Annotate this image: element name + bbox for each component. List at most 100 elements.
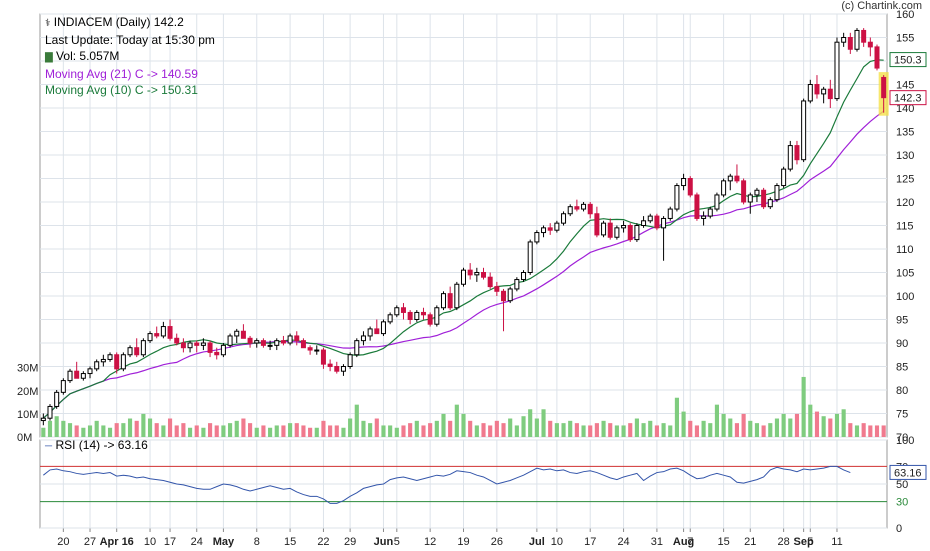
candle-body [681, 178, 687, 187]
date-tick-label: 24 [617, 536, 629, 548]
price-tick-label: 155 [896, 33, 914, 45]
candle-body [694, 194, 700, 219]
candle-body [787, 145, 793, 170]
candle-body [67, 370, 73, 382]
ma10-legend: Moving Avg (10) C -> 150.31 [45, 83, 198, 97]
date-tick-label: Aug [673, 536, 694, 548]
price-tick-label: 100 [896, 291, 914, 303]
volume-bar [248, 423, 253, 437]
date-tick-label: 19 [457, 536, 469, 548]
candle-body [794, 145, 800, 161]
candle-body [547, 227, 553, 231]
candle-body [54, 391, 60, 407]
volume-bar [868, 425, 873, 437]
candle-body [300, 340, 306, 349]
volume-bar [761, 425, 766, 437]
volume-bar [381, 425, 386, 437]
candle-body [420, 311, 426, 316]
volume-bar [361, 420, 366, 437]
price-tick-label: 75 [896, 409, 908, 421]
volume-bar [501, 423, 506, 437]
rsi-value-tag: 63.16 [889, 464, 927, 480]
volume-bar [588, 425, 593, 437]
volume-bar [541, 409, 546, 437]
volume-bar [694, 425, 699, 437]
candle-body [621, 225, 627, 229]
volume-bar [288, 423, 293, 437]
date-tick-label: Apr 16 [100, 536, 134, 548]
candle-body [847, 37, 853, 50]
candle-body [380, 321, 386, 335]
date-tick-label: 10 [551, 536, 563, 548]
volume-bar [187, 427, 193, 437]
volume-bars-icon: ▇ [45, 52, 53, 63]
volume-bar [401, 425, 406, 437]
rsi-tick-label: 0 [896, 523, 902, 535]
volume-bar [708, 423, 713, 437]
volume-bar [581, 425, 586, 437]
date-tick-label: 5 [807, 536, 813, 548]
price-tick-label: 120 [896, 197, 914, 209]
candle-body [320, 349, 326, 365]
candle-body [774, 185, 780, 201]
volume-legend: ▇ Vol: 5.057M [45, 48, 215, 66]
date-tick-label: 21 [744, 536, 756, 548]
volume-bar [348, 418, 353, 437]
volume-bar [174, 425, 179, 437]
volume-bar [754, 423, 760, 437]
candle-body [347, 354, 353, 367]
candle-body [267, 344, 273, 347]
candle-body [501, 290, 507, 302]
ma21-legend: Moving Avg (21) C -> 140.59 [45, 67, 198, 81]
date-tick-label: 8 [254, 536, 260, 548]
candle-body [207, 342, 213, 353]
volume-bar [854, 425, 860, 437]
volume-bar [281, 425, 286, 437]
candle-body [414, 311, 420, 321]
date-tick-label: 31 [651, 536, 663, 548]
volume-bar [641, 423, 646, 437]
candle-body [647, 215, 653, 222]
candle-body [260, 340, 266, 346]
date-tick-label: 28 [778, 536, 790, 548]
volume-bar [41, 427, 46, 437]
candle-body [240, 330, 246, 339]
volume-bar [748, 420, 753, 437]
volume-bar [734, 423, 740, 437]
rsi-line-icon: ─ [45, 441, 53, 452]
candle-body [227, 335, 233, 346]
date-tick-label: 27 [84, 536, 96, 548]
candle-body [867, 41, 873, 48]
rsi-legend-text: RSI (14) -> 63.16 [55, 438, 148, 452]
candle-body [107, 354, 113, 360]
volume-bar [161, 425, 166, 437]
candle-body [374, 328, 380, 335]
candle-body [447, 293, 453, 309]
volume-bar [614, 425, 619, 437]
volume-bar [634, 418, 639, 437]
date-tick-label: 29 [344, 536, 356, 548]
volume-tick-label: 0M [17, 432, 32, 444]
date-tick-label: 20 [57, 536, 69, 548]
candle-body [74, 370, 80, 379]
volume-bar [688, 420, 693, 437]
volume-bar [328, 425, 333, 437]
date-tick-label: Jun [374, 536, 394, 548]
volume-bar [721, 413, 726, 437]
rsi-tick-label: 50 [896, 479, 908, 491]
candle-body [94, 361, 100, 370]
volume-bar [628, 423, 633, 437]
volume-bar [207, 423, 213, 437]
price-tick-label: 115 [896, 221, 914, 233]
price-tick-label: 125 [896, 174, 914, 186]
chart-header: ⚕ INDIACEM (Daily) 142.2 Last Update: To… [45, 14, 215, 98]
candle-body [861, 29, 867, 43]
candle-body [254, 340, 260, 344]
volume-legend-text: Vol: 5.057M [56, 49, 120, 63]
volume-bar [214, 425, 219, 437]
price-tick-label: 110 [896, 244, 914, 256]
volume-bar [274, 425, 279, 437]
candle-body [287, 335, 293, 344]
volume-bar [221, 425, 226, 437]
price-tick-label: 70 [896, 432, 908, 444]
